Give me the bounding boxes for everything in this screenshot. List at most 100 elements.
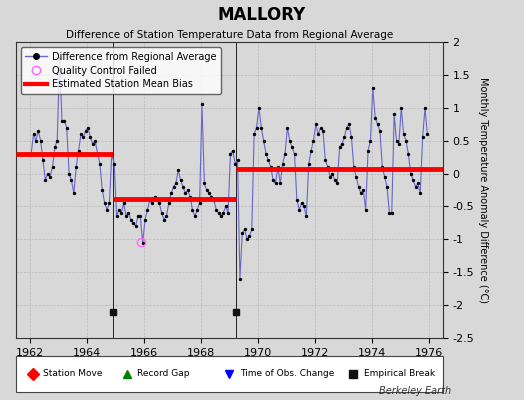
Text: Record Gap: Record Gap	[137, 370, 190, 378]
Point	[345, 121, 353, 128]
Point	[77, 131, 85, 137]
Point	[295, 206, 303, 213]
Point	[27, 151, 35, 157]
Point	[413, 180, 422, 187]
Point	[312, 121, 320, 128]
Point	[62, 124, 71, 131]
Point	[191, 213, 199, 220]
Point	[124, 210, 133, 216]
Point	[409, 177, 417, 183]
Point	[157, 210, 166, 216]
Title: Difference of Station Temperature Data from Regional Average: Difference of Station Temperature Data f…	[66, 30, 393, 40]
Point	[70, 190, 78, 196]
Point	[364, 147, 372, 154]
Point	[31, 138, 40, 144]
Text: MALLORY: MALLORY	[218, 6, 306, 24]
Point	[385, 210, 394, 216]
Point	[160, 216, 168, 223]
Point	[79, 134, 88, 140]
Point	[89, 141, 97, 147]
Point	[257, 124, 266, 131]
Point	[333, 180, 342, 187]
Point	[195, 200, 204, 206]
Point	[307, 147, 315, 154]
Point	[421, 104, 429, 111]
Point	[107, 151, 116, 157]
FancyBboxPatch shape	[16, 356, 443, 392]
Point	[314, 131, 322, 137]
Point	[331, 177, 339, 183]
Point	[226, 151, 235, 157]
Point	[84, 124, 92, 131]
Point	[72, 164, 80, 170]
Point	[202, 187, 211, 193]
Point	[373, 121, 381, 128]
Point	[183, 187, 192, 193]
Point	[290, 151, 299, 157]
Point	[58, 118, 66, 124]
Point	[46, 174, 54, 180]
Y-axis label: Monthly Temperature Anomaly Difference (°C): Monthly Temperature Anomaly Difference (…	[478, 77, 488, 303]
Point	[354, 184, 363, 190]
Point	[352, 174, 361, 180]
Point	[186, 193, 194, 200]
Point	[278, 160, 287, 167]
Point	[60, 118, 69, 124]
Point	[167, 190, 176, 196]
Point	[343, 124, 351, 131]
Point	[399, 131, 408, 137]
Point	[238, 230, 246, 236]
Point	[262, 151, 270, 157]
Point	[293, 197, 301, 203]
Point	[152, 197, 161, 203]
Point	[338, 141, 346, 147]
Point	[148, 200, 156, 206]
Point	[321, 157, 330, 164]
Point	[243, 236, 251, 242]
Point	[276, 180, 285, 187]
Point	[127, 216, 135, 223]
Point	[34, 128, 42, 134]
Point	[101, 200, 109, 206]
Point	[165, 200, 173, 206]
Point	[219, 210, 227, 216]
Point	[155, 200, 163, 206]
Point	[392, 138, 401, 144]
Point	[169, 184, 178, 190]
Point	[67, 177, 75, 183]
Point	[188, 206, 196, 213]
Point	[122, 213, 130, 220]
Point	[96, 160, 104, 167]
Point	[41, 177, 50, 183]
Point	[350, 164, 358, 170]
Point	[146, 197, 154, 203]
Text: Station Move: Station Move	[43, 370, 103, 378]
Point	[366, 138, 375, 144]
Point	[253, 124, 261, 131]
Point	[371, 114, 379, 121]
Point	[43, 170, 52, 177]
Point	[241, 226, 249, 233]
Point	[137, 240, 146, 246]
Point	[74, 147, 83, 154]
Point	[402, 138, 410, 144]
Point	[51, 144, 59, 150]
Legend: Difference from Regional Average, Quality Control Failed, Estimated Station Mean: Difference from Regional Average, Qualit…	[20, 47, 221, 94]
Point	[323, 164, 332, 170]
Text: Empirical Break: Empirical Break	[364, 370, 435, 378]
Point	[397, 104, 406, 111]
Point	[86, 134, 95, 140]
Point	[198, 101, 206, 108]
Point	[245, 233, 254, 239]
Point	[141, 216, 149, 223]
Point	[298, 200, 306, 206]
Point	[288, 144, 296, 150]
Point	[302, 213, 311, 220]
Point	[174, 167, 182, 174]
Point	[98, 187, 106, 193]
Point	[103, 206, 111, 213]
Point	[416, 190, 424, 196]
Point	[319, 128, 327, 134]
Point	[376, 128, 384, 134]
Point	[132, 223, 140, 229]
